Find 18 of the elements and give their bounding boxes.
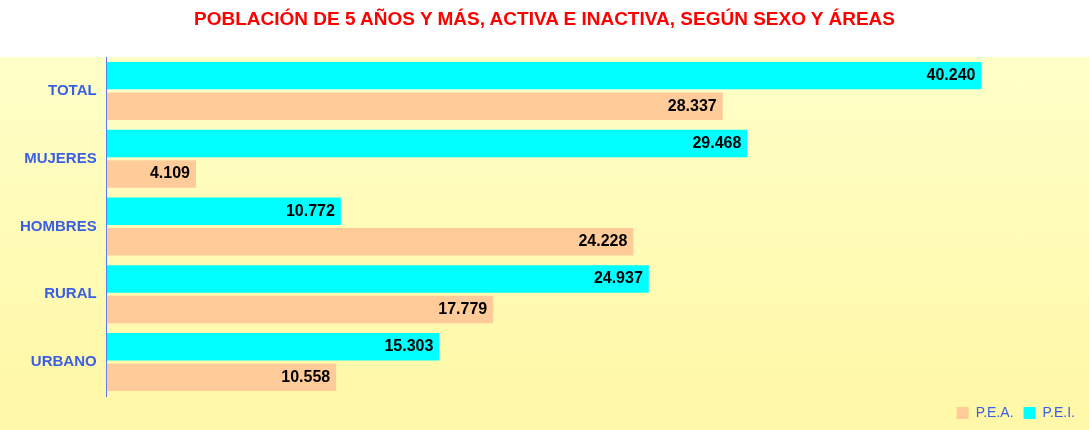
y-tick-label: TOTAL [48,81,97,99]
data-label: 4.109 [149,164,191,182]
data-label: 40.240 [926,66,976,84]
data-label: 24.937 [593,269,643,287]
y-tick-label: MUJERES [24,148,97,166]
y-tick-label: RURAL [44,284,97,302]
data-label: 10.772 [285,201,335,219]
data-label: 15.303 [384,337,434,355]
data-label: 24.228 [578,232,628,250]
data-label: 28.337 [667,96,717,114]
data-label: 17.779 [438,299,488,317]
data-label: 10.558 [281,367,331,385]
chart-title: POBLACIÓN DE 5 AÑOS Y MÁS, ACTIVA E INACTIVA, SEGÚN SEXO Y ÁREAS [193,8,896,30]
legend-label: P.E.I. [1042,403,1076,420]
legend-label: P.E.A. [975,403,1014,420]
data-label: 29.468 [692,133,742,151]
y-tick-label: URBANO [30,352,97,370]
y-tick-label: HOMBRES [20,216,97,234]
